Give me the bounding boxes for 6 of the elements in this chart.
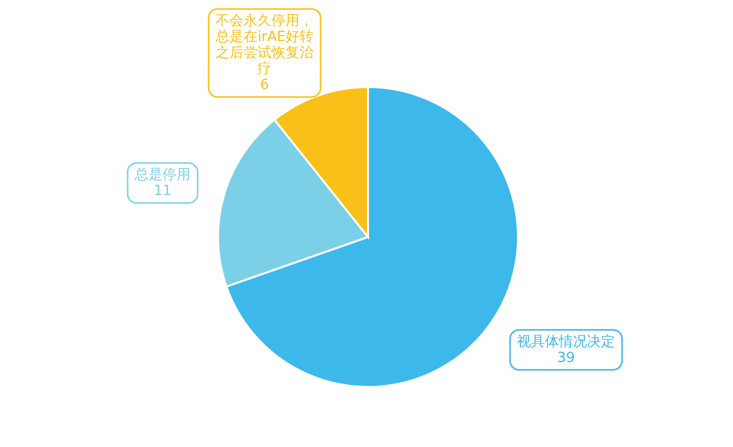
data-label: 39 xyxy=(557,350,575,366)
slice-label: 总是停用 xyxy=(134,167,191,184)
data-label: 11 xyxy=(154,183,172,200)
slice-label: 视具体情况决定 xyxy=(517,334,616,350)
data-label: 6 xyxy=(260,76,270,93)
slice-label: 不会永久停用，总是在irAE好转之后尝试恢复治疗 xyxy=(214,12,314,77)
